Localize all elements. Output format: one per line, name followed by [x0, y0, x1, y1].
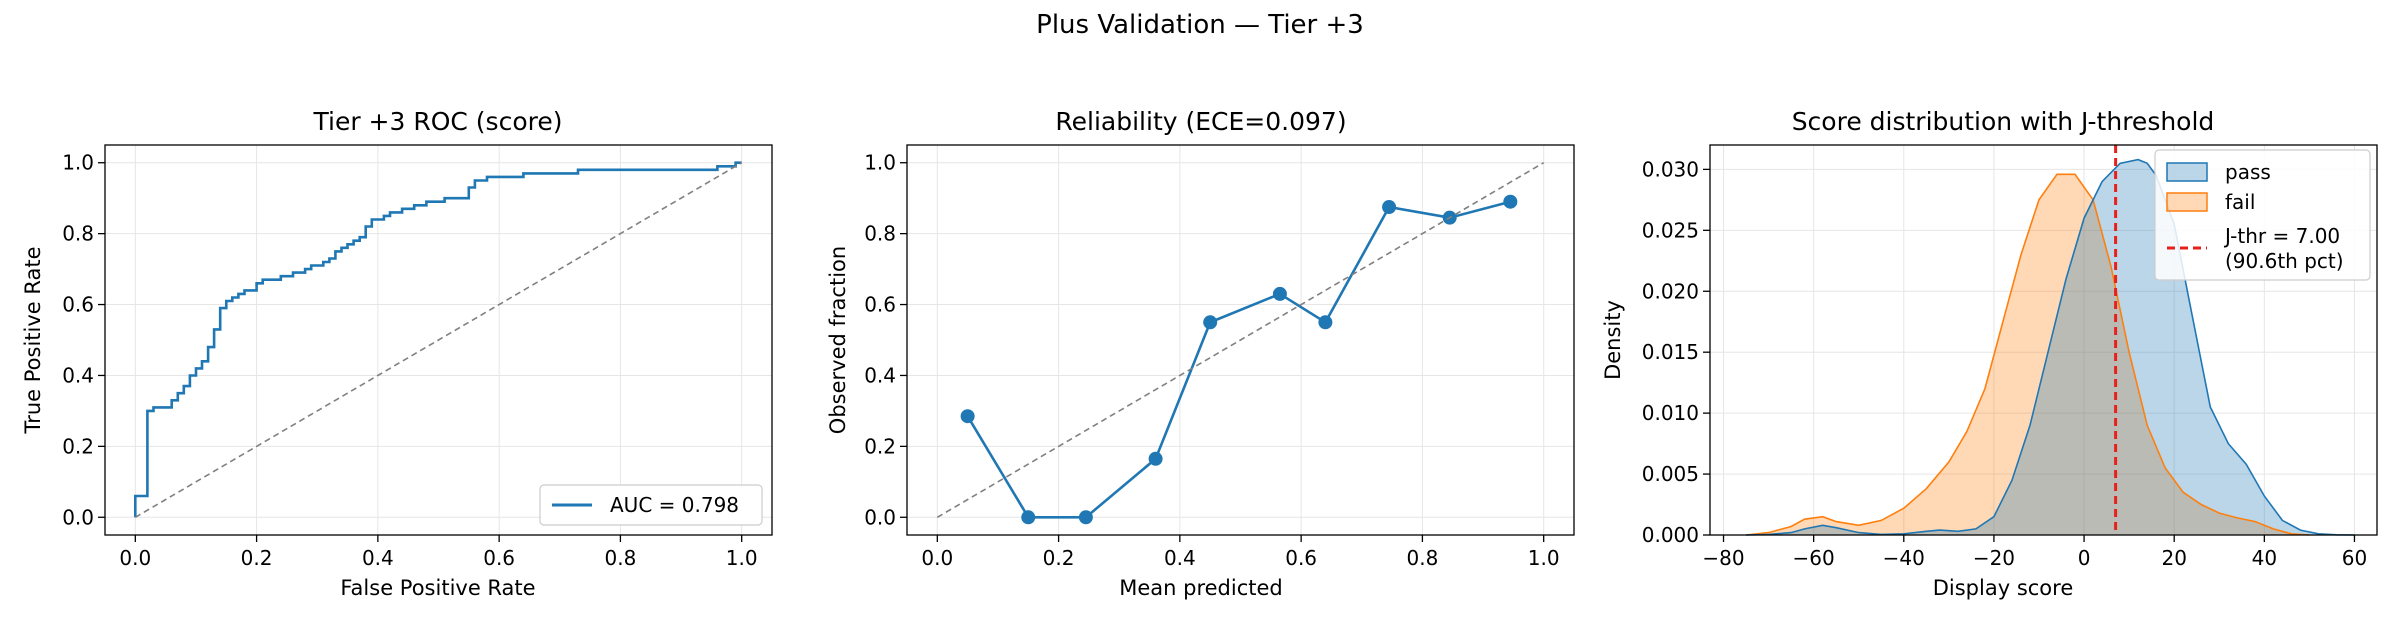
reliability-x-tick-label: 0.2 [1043, 546, 1075, 570]
roc-x-axis-label: False Positive Rate [340, 576, 535, 600]
reliability-x-axis-label: Mean predicted [1119, 576, 1283, 600]
roc-axes-frame [104, 144, 773, 536]
roc-y-tick-label: 0.8 [62, 222, 94, 246]
reliability-y-tick-label: 0.2 [864, 434, 896, 458]
reliability-curve [966, 200, 1511, 519]
roc-x-tick-label: 0.2 [241, 546, 273, 570]
roc-y-axis-label: True Positive Rate [21, 246, 45, 434]
roc-y-tick-label: 1.0 [62, 151, 94, 175]
distribution-x-tick-label: 20 [2161, 546, 2186, 570]
fail-density-area [1746, 174, 2310, 536]
roc-legend: AUC = 0.798 [539, 484, 763, 526]
distribution-x-tick-label: −60 [1793, 546, 1835, 570]
legend-fail-label: fail [2225, 190, 2255, 214]
roc-y-tick-label: 0.4 [62, 363, 94, 387]
distribution-legend: pass fail J-thr = 7.00 (90.6th pct) [2154, 149, 2371, 281]
distribution-x-tick-label: 0 [2078, 546, 2091, 570]
roc-legend-label: AUC = 0.798 [610, 493, 739, 517]
distribution-x-tick-label: 40 [2252, 546, 2277, 570]
reliability-point [1203, 315, 1218, 330]
distribution-x-axis-label: Display score [1933, 576, 2074, 600]
roc-title: Tier +3 ROC (score) [313, 107, 563, 136]
reliability-point [960, 409, 975, 424]
reliability-diagonal-reference-line [936, 162, 1545, 518]
legend-fail-swatch [2166, 192, 2208, 212]
reliability-x-tick-label: 0.4 [1164, 546, 1196, 570]
fail-density-line [1746, 173, 2310, 536]
distribution-x-tick-label: −40 [1883, 546, 1925, 570]
reliability-y-tick-label: 0.6 [864, 293, 896, 317]
distribution-panel: Score distribution with J-threshold Disp… [1601, 107, 2378, 600]
reliability-point [1318, 315, 1333, 330]
reliability-point [1078, 510, 1093, 525]
figure-title: Plus Validation — Tier +3 [1036, 10, 1364, 40]
reliability-x-tick-label: 1.0 [1528, 546, 1560, 570]
legend-pass-label: pass [2225, 160, 2271, 184]
reliability-x-tick-label: 0.8 [1407, 546, 1439, 570]
pass-density-area [1746, 159, 2355, 535]
reliability-panel: Reliability (ECE=0.097) Mean predicted O… [826, 107, 1575, 600]
distribution-x-tick-label: −80 [1702, 546, 1744, 570]
roc-panel: Tier +3 ROC (score) False Positive Rate … [21, 107, 773, 600]
pass-density-line [1746, 158, 2355, 536]
reliability-y-axis-label: Observed fraction [826, 246, 850, 434]
roc-x-tick-label: 0.0 [119, 546, 151, 570]
distribution-y-tick-label: 0.025 [1642, 218, 1699, 242]
roc-x-tick-label: 1.0 [726, 546, 758, 570]
distribution-title: Score distribution with J-threshold [1792, 107, 2215, 136]
reliability-y-tick-label: 0.4 [864, 363, 896, 387]
distribution-y-tick-label: 0.015 [1642, 340, 1699, 364]
reliability-y-tick-label: 0.8 [864, 222, 896, 246]
reliability-point [1021, 510, 1036, 525]
distribution-axes-frame [1709, 144, 2378, 536]
roc-y-tick-label: 0.2 [62, 434, 94, 458]
roc-y-tick-label: 0.0 [62, 505, 94, 529]
roc-y-tick-label: 0.6 [62, 293, 94, 317]
distribution-y-tick-label: 0.000 [1642, 523, 1699, 547]
reliability-x-tick-label: 0.6 [1285, 546, 1317, 570]
reliability-point [1382, 200, 1397, 215]
distribution-y-tick-label: 0.020 [1642, 279, 1699, 303]
reliability-axes-frame [906, 144, 1575, 536]
reliability-y-tick-label: 1.0 [864, 151, 896, 175]
legend-threshold-label-line2: (90.6th pct) [2225, 249, 2344, 273]
distribution-y-tick-label: 0.010 [1642, 401, 1699, 425]
reliability-y-tick-label: 0.0 [864, 505, 896, 529]
roc-x-tick-label: 0.6 [483, 546, 515, 570]
legend-threshold-label-line1: J-thr = 7.00 [2223, 224, 2340, 248]
reliability-x-tick-label: 0.0 [921, 546, 953, 570]
distribution-y-tick-label: 0.030 [1642, 157, 1699, 181]
reliability-point [1148, 451, 1163, 466]
distribution-y-axis-label: Density [1601, 300, 1625, 380]
distribution-x-tick-label: 60 [2342, 546, 2367, 570]
roc-x-tick-label: 0.4 [362, 546, 394, 570]
roc-x-tick-label: 0.8 [605, 546, 637, 570]
reliability-point [1503, 194, 1518, 209]
distribution-y-tick-label: 0.005 [1642, 462, 1699, 486]
distribution-x-tick-label: −20 [1973, 546, 2015, 570]
reliability-title: Reliability (ECE=0.097) [1055, 107, 1346, 136]
roc-diagonal-reference-line [134, 162, 743, 518]
roc-curve [134, 161, 742, 518]
reliability-point [1272, 286, 1287, 301]
legend-pass-swatch [2166, 162, 2208, 182]
